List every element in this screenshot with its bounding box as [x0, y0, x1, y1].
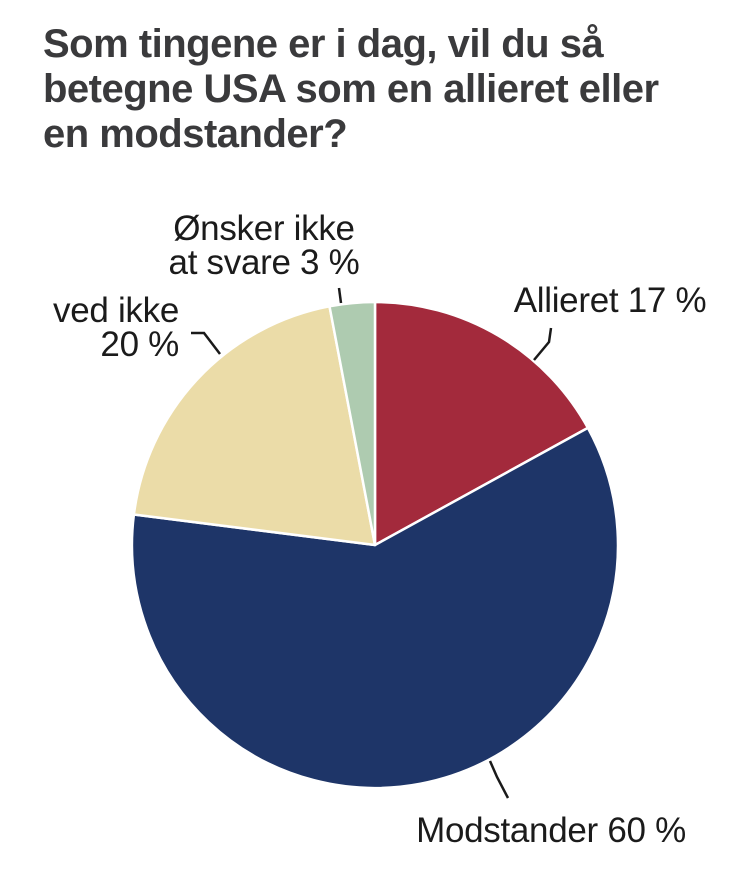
leader-line-modstander — [488, 760, 510, 799]
pie-slice-ved-ikke — [132, 305, 377, 547]
pie-label-modstander: Modstander 60 % — [416, 811, 686, 850]
pie-label-onsker-ikke-at-svare: Ønsker ikke at svare 3 % — [168, 209, 360, 282]
chart-title: Som tingene er i dag, vil du så betegne … — [43, 22, 659, 156]
pie-label-ved-ikke: ved ikke 20 % — [53, 291, 179, 364]
pie-label-allieret: Allieret 17 % — [513, 281, 707, 320]
leader-line-ved-ikke — [191, 331, 221, 355]
pie-slice-allieret — [373, 300, 590, 547]
leader-line-allieret — [533, 327, 553, 361]
pie-slice-onsker-ikke-at-svare — [328, 300, 377, 547]
pie-slice-modstander — [130, 426, 620, 790]
leader-line-onsker-ikke-at-svare — [337, 287, 343, 304]
